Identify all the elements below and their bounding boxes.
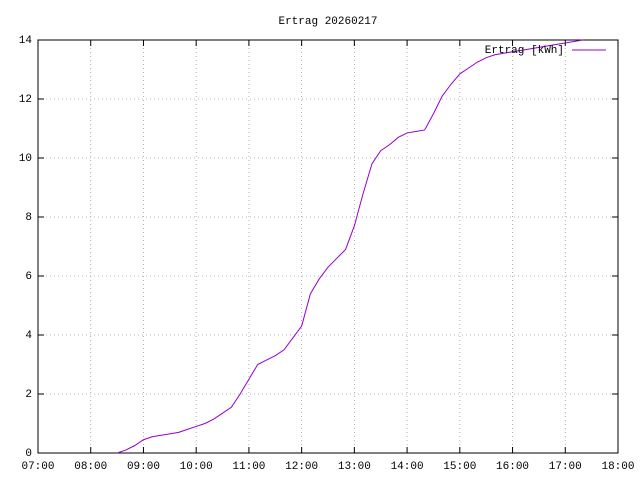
x-tick-label: 14:00 xyxy=(391,461,424,473)
y-tick-label: 6 xyxy=(25,271,32,283)
x-tick-label: 11:00 xyxy=(232,461,265,473)
x-tick-label: 10:00 xyxy=(180,461,213,473)
y-tick-label: 12 xyxy=(19,94,32,106)
y-tick-label: 14 xyxy=(19,35,33,47)
y-tick-label: 2 xyxy=(25,389,32,401)
chart-title: Ertrag 20260217 xyxy=(278,16,377,28)
x-tick-label: 13:00 xyxy=(338,461,371,473)
x-tick-label: 15:00 xyxy=(443,461,476,473)
plot-frame xyxy=(37,39,619,454)
y-tick-label: 4 xyxy=(25,330,32,342)
y-tick-label: 0 xyxy=(25,448,32,460)
x-tick-label: 07:00 xyxy=(21,461,54,473)
legend-label: Ertrag [kWh] xyxy=(485,45,564,57)
y-tick-label: 10 xyxy=(19,153,32,165)
y-tick-label: 8 xyxy=(25,212,32,224)
x-tick-label: 08:00 xyxy=(74,461,107,473)
x-tick-label: 12:00 xyxy=(285,461,318,473)
x-tick-label: 18:00 xyxy=(601,461,634,473)
x-tick-label: 09:00 xyxy=(127,461,160,473)
data-line xyxy=(116,39,583,454)
x-tick-label: 16:00 xyxy=(496,461,529,473)
x-tick-label: 17:00 xyxy=(549,461,582,473)
